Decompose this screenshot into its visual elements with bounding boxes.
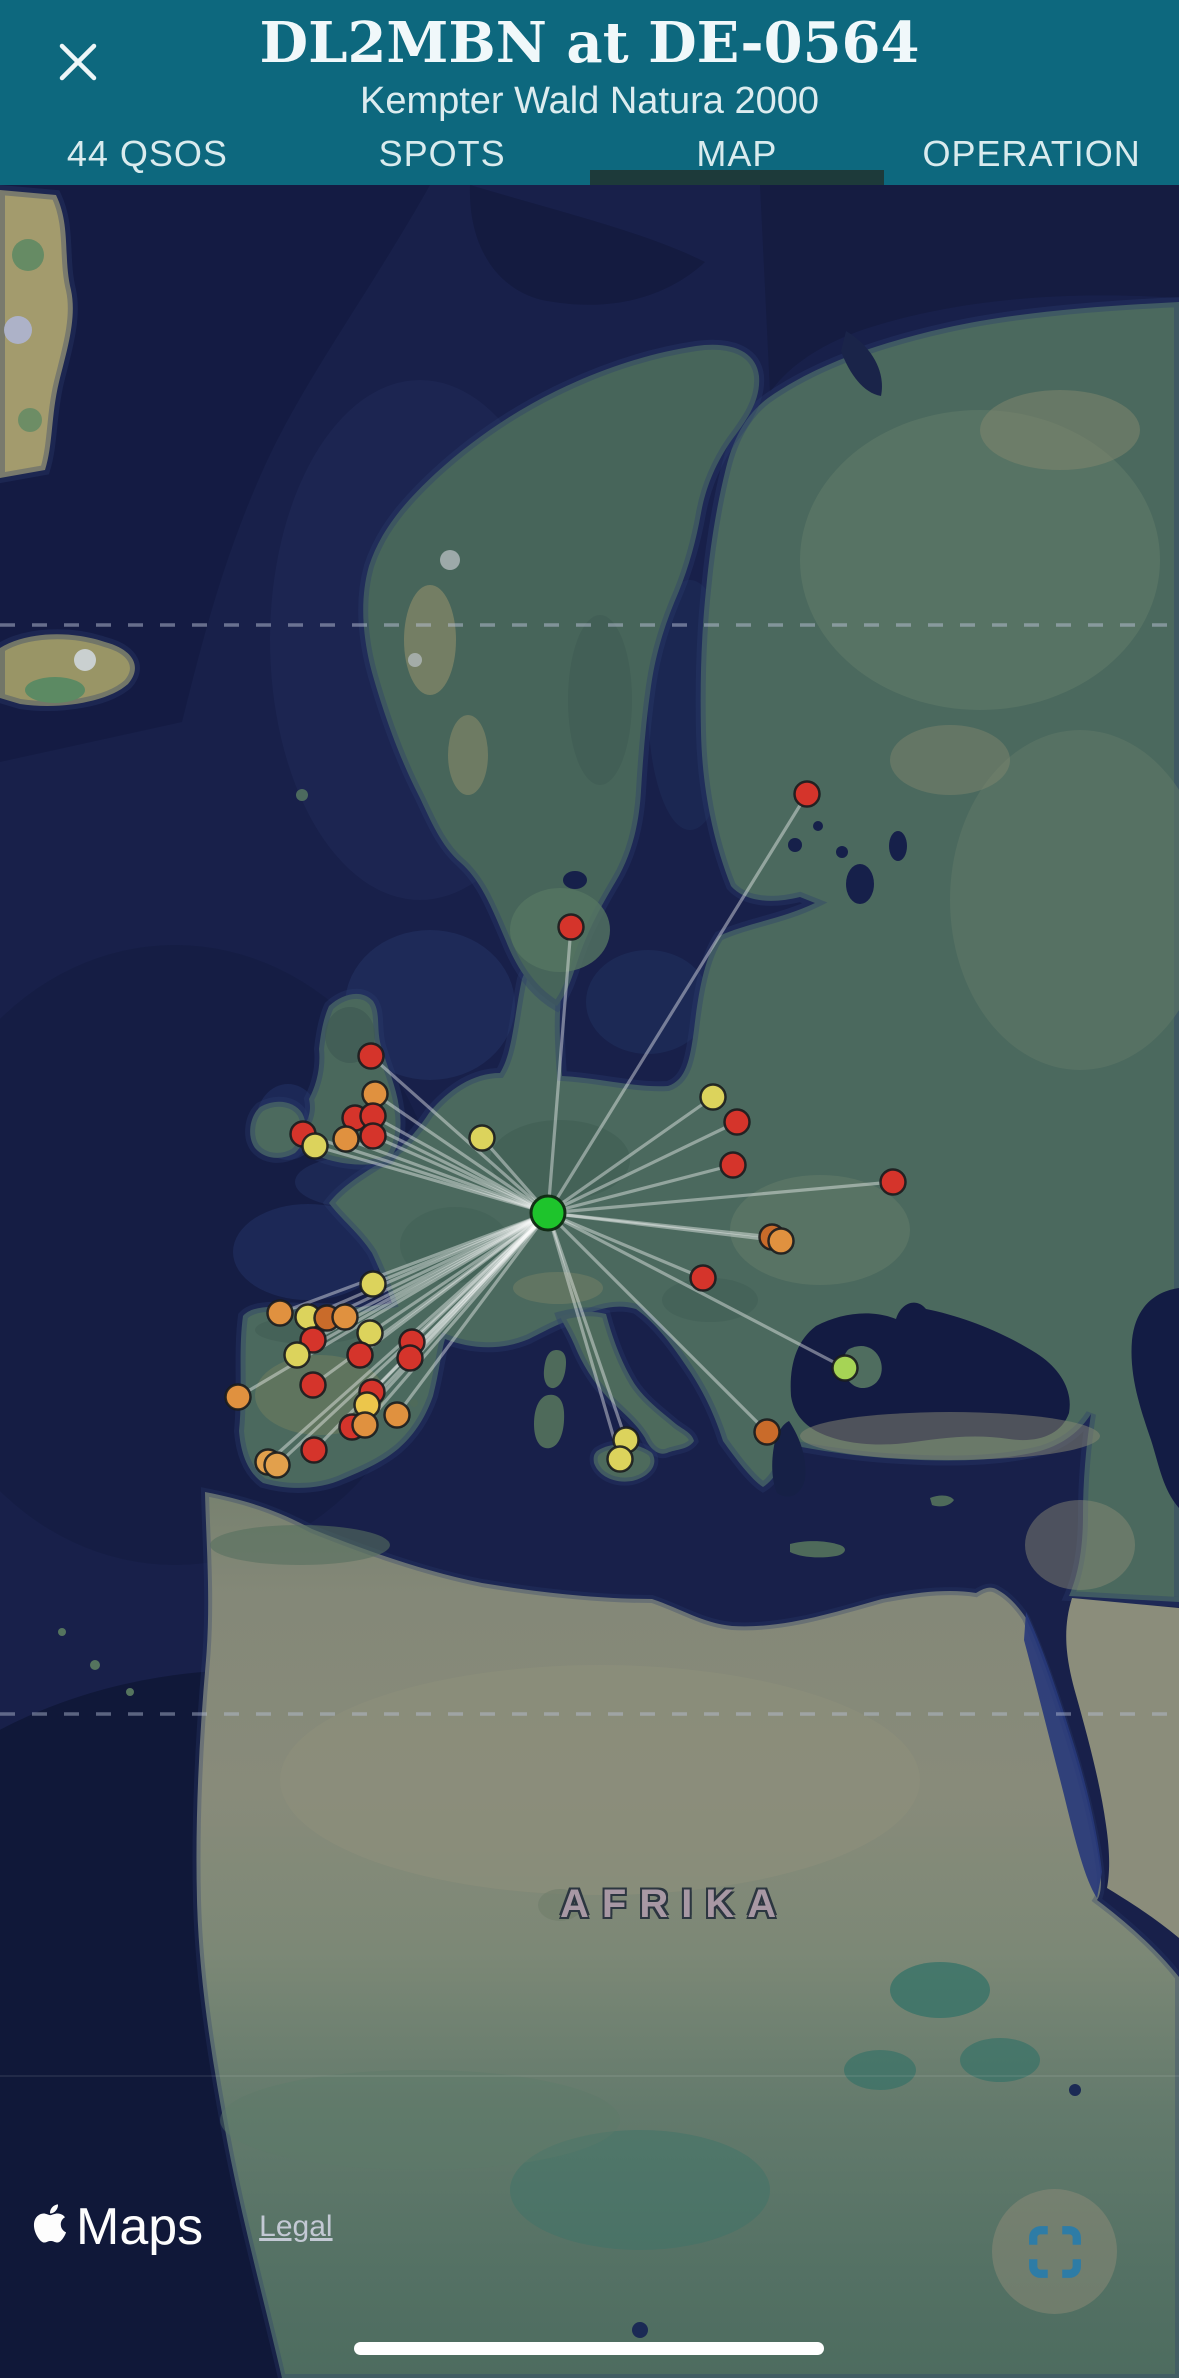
qso-contact-dot[interactable] bbox=[689, 1264, 717, 1292]
qso-path-line bbox=[547, 1211, 704, 1280]
map-attribution: Maps Legal bbox=[30, 2196, 333, 2258]
qso-path-line bbox=[546, 926, 573, 1214]
qso-path-line bbox=[395, 1212, 550, 1416]
recenter-map-button[interactable] bbox=[992, 2189, 1117, 2314]
tab-label: OPERATION bbox=[922, 133, 1141, 174]
qso-path-line bbox=[354, 1116, 549, 1215]
qso-path-line bbox=[314, 1144, 549, 1215]
qso-contact-dot[interactable] bbox=[723, 1108, 751, 1136]
qso-path-line bbox=[546, 1212, 628, 1441]
qso-contact-dot[interactable] bbox=[383, 1401, 411, 1429]
qso-contact-dot[interactable] bbox=[468, 1124, 496, 1152]
qso-path-line bbox=[547, 1163, 734, 1215]
qso-contact-dot[interactable] bbox=[793, 780, 821, 808]
qso-contact-dot[interactable] bbox=[879, 1168, 907, 1196]
tab-map[interactable]: MAP bbox=[589, 123, 885, 185]
page-title: DL2MBN at DE-0564 bbox=[259, 10, 920, 76]
qso-path-line bbox=[345, 1137, 549, 1215]
qso-contact-dot[interactable] bbox=[283, 1341, 311, 1369]
maps-brand-text: Maps bbox=[76, 2198, 204, 2256]
qso-contact-dot[interactable] bbox=[606, 1445, 634, 1473]
qso-contact-dot[interactable] bbox=[301, 1132, 329, 1160]
qso-contact-dot[interactable] bbox=[263, 1451, 291, 1479]
qso-contact-dot[interactable] bbox=[332, 1125, 360, 1153]
qso-path-line bbox=[372, 1211, 549, 1286]
qso-contact-dot[interactable] bbox=[331, 1303, 359, 1331]
activation-location-dot[interactable] bbox=[529, 1194, 567, 1232]
tab-spots[interactable]: SPOTS bbox=[295, 123, 590, 185]
qso-contact-dot[interactable] bbox=[299, 1371, 327, 1399]
qso-contact-dot[interactable] bbox=[359, 1122, 387, 1150]
qso-path-line bbox=[372, 1114, 549, 1215]
qso-path-line bbox=[326, 1211, 549, 1320]
qso-path-line bbox=[408, 1211, 550, 1360]
qso-path-line bbox=[547, 1180, 894, 1215]
tab-label: 44 QSOS bbox=[66, 133, 228, 174]
qso-path-line bbox=[546, 1211, 769, 1434]
qso-contact-dot[interactable] bbox=[346, 1341, 374, 1369]
qso-contact-dot[interactable] bbox=[351, 1411, 379, 1439]
qso-contact-dot[interactable] bbox=[396, 1344, 424, 1372]
active-tab-indicator bbox=[589, 170, 885, 185]
qso-contact-dot[interactable] bbox=[557, 913, 585, 941]
apple-maps-logo: Maps bbox=[30, 2197, 203, 2257]
tab-label: MAP bbox=[696, 133, 778, 174]
page-subtitle: Kempter Wald Natura 2000 bbox=[359, 80, 820, 122]
tab-label: SPOTS bbox=[378, 133, 506, 174]
apple-logo-icon bbox=[33, 2204, 67, 2243]
qso-path-line bbox=[312, 1211, 550, 1452]
qso-path-line bbox=[372, 1134, 549, 1215]
qso-path-line bbox=[363, 1211, 550, 1427]
qso-path-line bbox=[369, 1211, 549, 1335]
qso-contact-dot[interactable] bbox=[699, 1083, 727, 1111]
tab-operation[interactable]: OPERATION bbox=[884, 123, 1179, 185]
qso-path-line bbox=[369, 1054, 550, 1215]
qso-contact-dot[interactable] bbox=[356, 1319, 384, 1347]
qso-path-line bbox=[547, 1211, 846, 1370]
qso-path-line bbox=[296, 1211, 549, 1357]
qso-path-line bbox=[410, 1211, 550, 1344]
scan-frame-icon bbox=[1028, 2225, 1081, 2278]
region-label-afrika: AFRIKA bbox=[560, 1882, 790, 1926]
qso-path-line bbox=[547, 1120, 738, 1215]
qso-path-line bbox=[547, 1211, 782, 1243]
qso-contact-dot[interactable] bbox=[831, 1354, 859, 1382]
qso-path-line bbox=[546, 1212, 622, 1460]
qso-path-line bbox=[547, 1095, 714, 1215]
qso-path-line bbox=[365, 1211, 550, 1407]
qso-path-line bbox=[279, 1211, 549, 1315]
qso-contact-dot[interactable] bbox=[224, 1383, 252, 1411]
qso-path-line bbox=[344, 1211, 549, 1319]
qso-contact-dot[interactable] bbox=[359, 1270, 387, 1298]
qso-contact-dot[interactable] bbox=[300, 1436, 328, 1464]
qso-path-line bbox=[546, 793, 809, 1214]
close-button[interactable] bbox=[52, 36, 104, 88]
legal-link[interactable]: Legal bbox=[259, 2210, 333, 2243]
qso-contact-dot[interactable] bbox=[719, 1151, 747, 1179]
qso-contact-dot[interactable] bbox=[266, 1299, 294, 1327]
tab-bar: 44 QSOS SPOTS MAP OPERATION bbox=[0, 123, 1179, 185]
qso-contact-dot[interactable] bbox=[357, 1042, 385, 1070]
qso-contact-dot[interactable] bbox=[767, 1227, 795, 1255]
qso-contact-dot[interactable] bbox=[753, 1418, 781, 1446]
qso-path-line bbox=[374, 1092, 549, 1215]
close-icon bbox=[59, 43, 97, 81]
qso-path-line bbox=[547, 1211, 773, 1239]
qso-path-line bbox=[307, 1211, 549, 1319]
activation-header: DL2MBN at DE-0564 Kempter Wald Natura 20… bbox=[0, 0, 1179, 185]
tab-44-qsos[interactable]: 44 QSOS bbox=[0, 123, 295, 185]
home-indicator[interactable] bbox=[354, 2342, 824, 2355]
qso-path-line bbox=[359, 1211, 549, 1357]
